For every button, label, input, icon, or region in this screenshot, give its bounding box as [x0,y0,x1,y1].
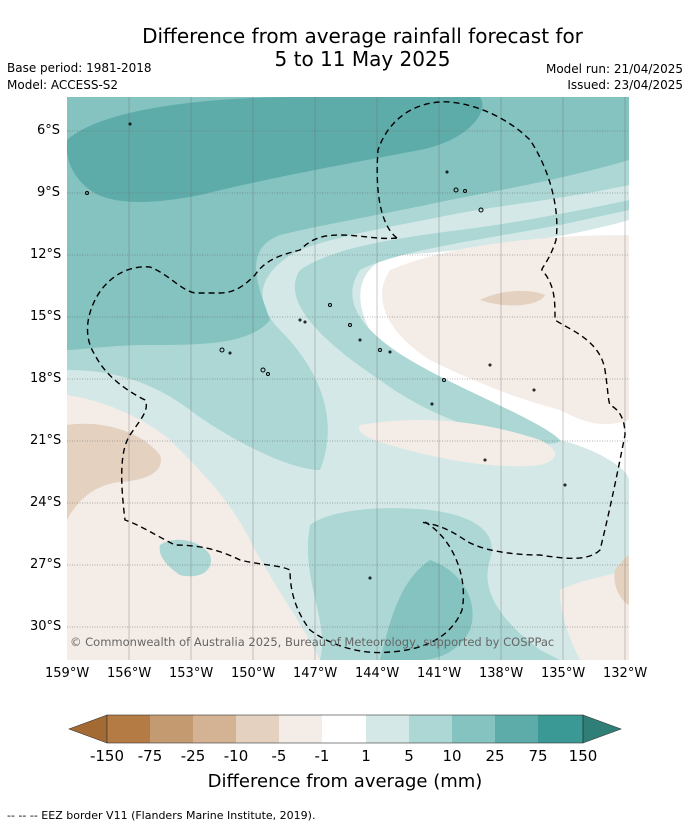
eez-footnote: -- -- -- EEZ border V11 (Flanders Marine… [7,809,316,822]
eez-borders [86,101,626,654]
colorbar-high-arrow [582,714,622,744]
lat-tick-18s: 18°S [30,371,62,386]
lat-tick-9s: 9°S [37,185,61,200]
colorbar-label: 5 [404,747,414,765]
colorbar-label: -1 [314,747,330,765]
lon-tick-132w: 132°W [603,666,648,681]
colorbar-label: 10 [442,747,462,765]
lon-tick-147w: 147°W [293,666,338,681]
lat-tick-12s: 12°S [30,247,62,262]
lat-tick-27s: 27°S [30,557,62,572]
lon-tick-156w: 156°W [107,666,152,681]
map-fields [67,97,629,660]
lon-tick-138w: 138°W [479,666,524,681]
colorbar-label: -75 [137,747,163,765]
lat-tick-21s: 21°S [30,433,62,448]
map-title-line1: Difference from average rainfall forecas… [142,24,583,48]
lat-tick-24s: 24°S [30,495,62,510]
lon-tick-135w: 135°W [541,666,586,681]
lon-tick-159w: 159°W [45,666,90,681]
colorbar-low-arrow [68,714,108,744]
colorbar-label: 75 [528,747,548,765]
colorbar-label: -10 [223,747,249,765]
map-title-line2: 5 to 11 May 2025 [274,47,451,71]
model-label: Model: ACCESS-S2 [7,78,119,92]
lon-tick-150w: 150°W [231,666,276,681]
lon-tick-144w: 144°W [355,666,400,681]
colorbar-label: -150 [89,747,125,765]
colorbar-caption: Difference from average (mm) [207,771,483,792]
lat-tick-15s: 15°S [30,309,62,324]
base-period-label: Base period: 1981-2018 [7,61,152,75]
colorbar [68,714,622,744]
colorbar-label: -5 [271,747,287,765]
issued-label: Issued: 23/04/2025 [567,78,683,92]
lon-tick-141w: 141°W [417,666,462,681]
colorbar-label: 150 [568,747,598,765]
lon-tick-153w: 153°W [169,666,214,681]
lat-tick-6s: 6°S [37,123,61,138]
lat-tick-30s: 30°S [30,619,62,634]
colorbar-label: -25 [180,747,206,765]
colorbar-label: 1 [361,747,371,765]
map-gridlines [128,97,626,660]
model-run-label: Model run: 21/04/2025 [545,62,683,76]
colorbar-label: 25 [485,747,505,765]
copyright-notice: © Commonwealth of Australia 2025, Bureau… [70,635,555,649]
islands [85,122,567,580]
